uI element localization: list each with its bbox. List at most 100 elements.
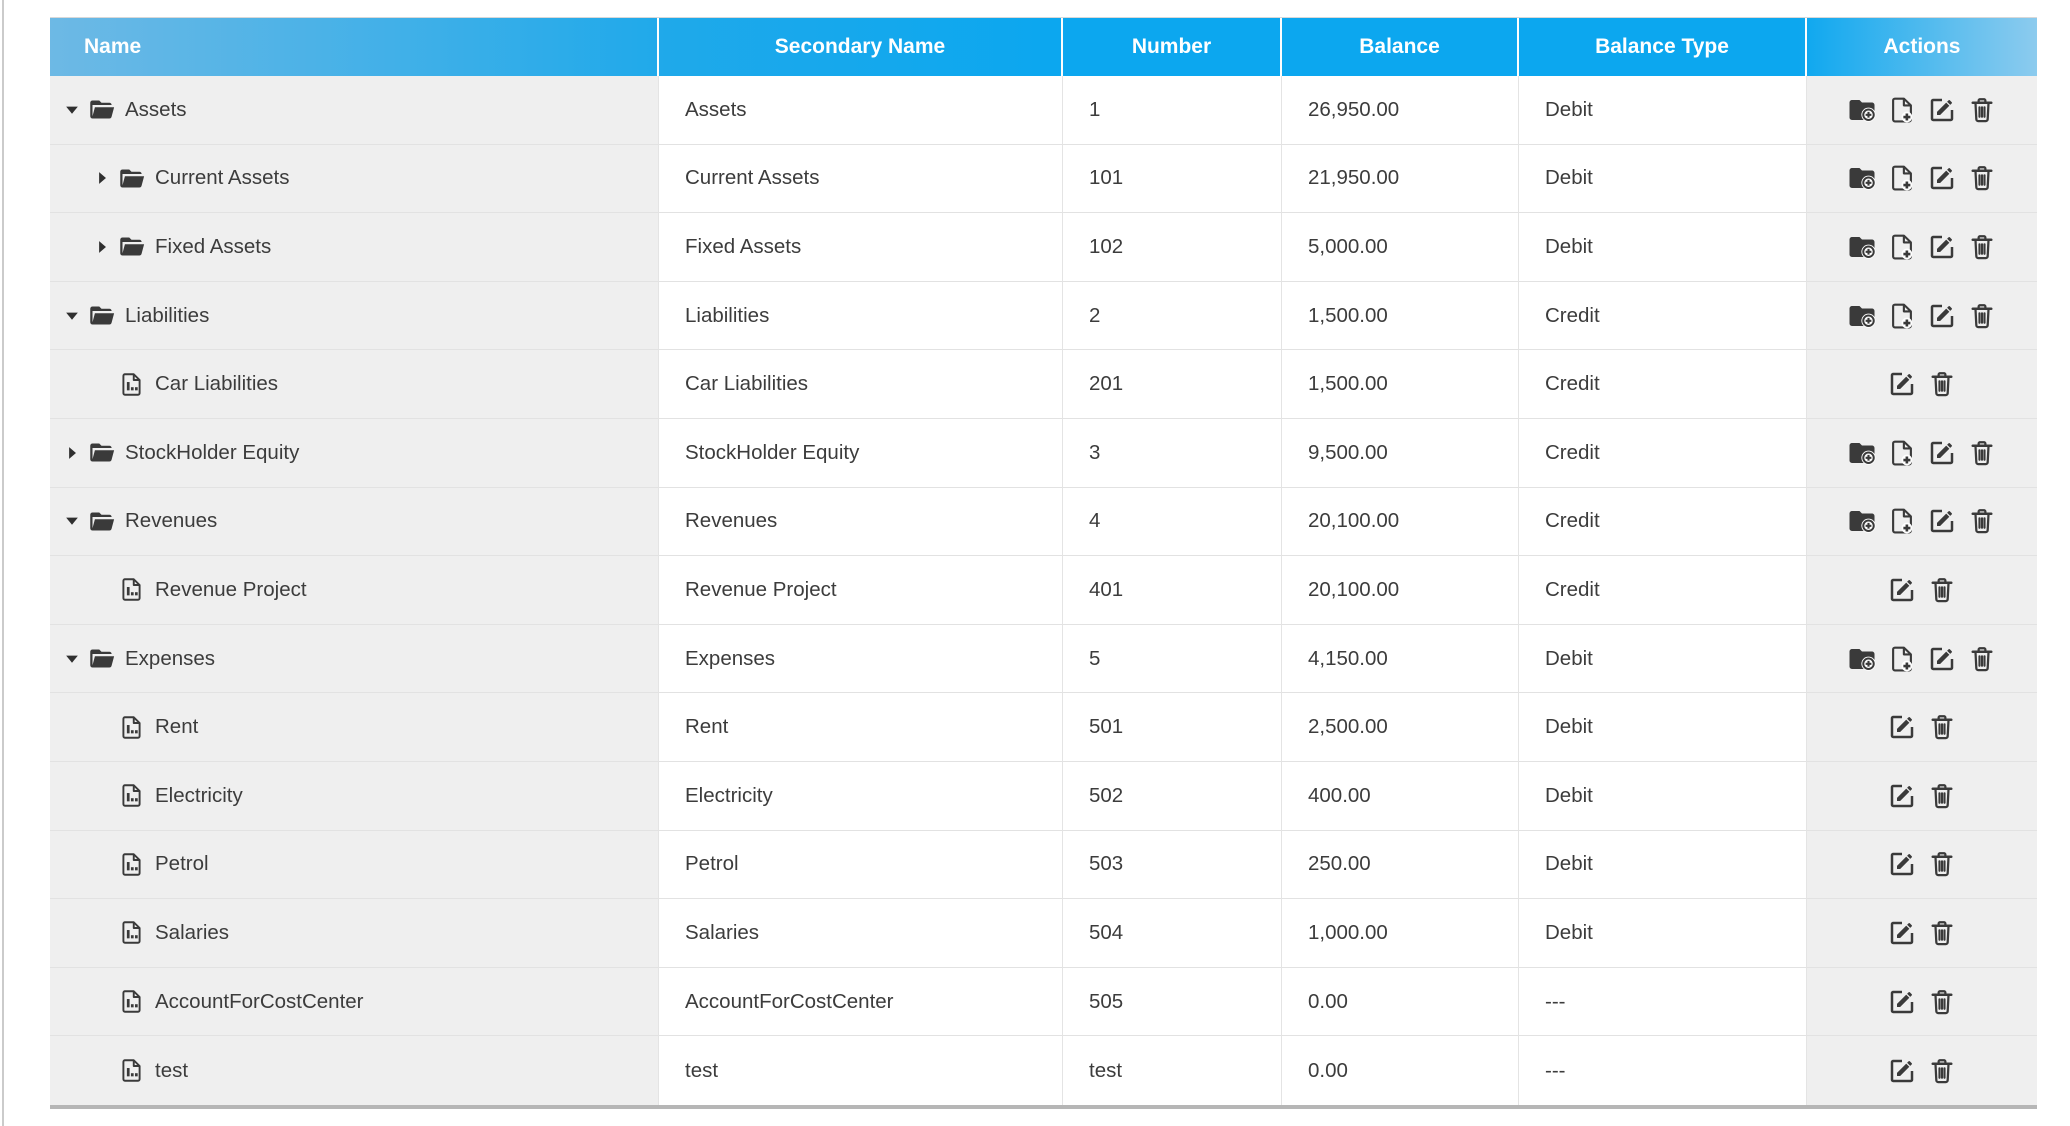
edit-icon[interactable] (1887, 987, 1917, 1017)
actions-cell (1807, 693, 2037, 762)
column-header-name[interactable]: Name (50, 18, 659, 76)
balance-cell: 26,950.00 (1282, 76, 1519, 145)
trash-icon[interactable] (1967, 232, 1997, 262)
trash-icon[interactable] (1967, 506, 1997, 536)
account-name: Rent (155, 715, 199, 739)
name-cell: test (50, 1036, 659, 1105)
balance-type-cell: --- (1519, 967, 1807, 1037)
trash-icon[interactable] (1967, 438, 1997, 468)
actions-cell (1807, 281, 2037, 351)
add-file-icon[interactable] (1887, 163, 1917, 193)
add-file-icon[interactable] (1887, 232, 1917, 262)
balance-type-cell: Debit (1519, 624, 1807, 694)
secondary-name-cell: AccountForCostCenter (659, 967, 1063, 1037)
add-file-icon[interactable] (1887, 438, 1917, 468)
open-folder-icon (87, 96, 115, 123)
caret-right-icon[interactable] (93, 235, 117, 259)
secondary-name-cell: Liabilities (659, 281, 1063, 351)
name-cell: Car Liabilities (50, 350, 659, 419)
name-cell: Liabilities (50, 281, 659, 351)
number-cell: 102 (1063, 213, 1282, 282)
add-folder-icon[interactable] (1847, 163, 1877, 193)
caret-spacer (93, 852, 117, 876)
balance-type-cell: Credit (1519, 556, 1807, 625)
edit-icon[interactable] (1927, 301, 1957, 331)
balance-type-cell: Debit (1519, 213, 1807, 282)
column-header-balance-type[interactable]: Balance Type (1519, 18, 1807, 76)
trash-icon[interactable] (1927, 369, 1957, 399)
add-folder-icon[interactable] (1847, 95, 1877, 125)
trash-icon[interactable] (1927, 918, 1957, 948)
trash-icon[interactable] (1927, 575, 1957, 605)
add-folder-icon[interactable] (1847, 438, 1877, 468)
trash-icon[interactable] (1967, 301, 1997, 331)
column-header-secondary-name[interactable]: Secondary Name (659, 18, 1063, 76)
trash-icon[interactable] (1967, 95, 1997, 125)
add-folder-icon[interactable] (1847, 301, 1877, 331)
add-file-icon[interactable] (1887, 301, 1917, 331)
edit-icon[interactable] (1927, 438, 1957, 468)
caret-down-icon[interactable] (63, 509, 87, 533)
trash-icon[interactable] (1967, 163, 1997, 193)
chart-file-icon (117, 782, 145, 809)
name-cell: Current Assets (50, 144, 659, 214)
name-cell: Rent (50, 693, 659, 762)
actions-cell (1807, 1036, 2037, 1105)
number-cell: 101 (1063, 144, 1282, 214)
edit-icon[interactable] (1927, 232, 1957, 262)
add-file-icon[interactable] (1887, 644, 1917, 674)
edit-icon[interactable] (1927, 644, 1957, 674)
number-cell: 502 (1063, 761, 1282, 831)
trash-icon[interactable] (1967, 644, 1997, 674)
trash-icon[interactable] (1927, 849, 1957, 879)
edit-icon[interactable] (1927, 163, 1957, 193)
edit-icon[interactable] (1927, 506, 1957, 536)
actions-cell (1807, 76, 2037, 145)
caret-right-icon[interactable] (63, 441, 87, 465)
column-header-number[interactable]: Number (1063, 18, 1282, 76)
trash-icon[interactable] (1927, 1056, 1957, 1086)
edit-icon[interactable] (1887, 1056, 1917, 1086)
caret-right-icon[interactable] (93, 166, 117, 190)
trash-icon[interactable] (1927, 712, 1957, 742)
edit-icon[interactable] (1887, 781, 1917, 811)
account-row: AccountForCostCenter AccountForCostCenter… (50, 967, 2037, 1037)
account-name: Liabilities (125, 303, 210, 327)
edit-icon[interactable] (1887, 918, 1917, 948)
actions-cell (1807, 144, 2037, 214)
page-left-border (2, 0, 4, 1126)
add-file-icon[interactable] (1887, 95, 1917, 125)
edit-icon[interactable] (1887, 849, 1917, 879)
secondary-name-cell: Car Liabilities (659, 350, 1063, 419)
open-folder-icon (117, 165, 145, 192)
trash-icon[interactable] (1927, 987, 1957, 1017)
caret-spacer (93, 372, 117, 396)
edit-icon[interactable] (1887, 369, 1917, 399)
add-folder-icon[interactable] (1847, 232, 1877, 262)
balance-cell: 1,500.00 (1282, 350, 1519, 419)
account-name: Petrol (155, 852, 209, 876)
trash-icon[interactable] (1927, 781, 1957, 811)
secondary-name-cell: test (659, 1036, 1063, 1105)
chart-file-icon (117, 1057, 145, 1084)
edit-icon[interactable] (1927, 95, 1957, 125)
account-name: Revenues (125, 509, 218, 533)
add-file-icon[interactable] (1887, 506, 1917, 536)
balance-type-cell: Debit (1519, 76, 1807, 145)
balance-cell: 21,950.00 (1282, 144, 1519, 214)
add-folder-icon[interactable] (1847, 506, 1877, 536)
column-header-balance[interactable]: Balance (1282, 18, 1519, 76)
caret-spacer (93, 921, 117, 945)
balance-cell: 5,000.00 (1282, 213, 1519, 282)
caret-down-icon[interactable] (63, 647, 87, 671)
caret-down-icon[interactable] (63, 304, 87, 328)
caret-down-icon[interactable] (63, 98, 87, 122)
add-folder-icon[interactable] (1847, 644, 1877, 674)
edit-icon[interactable] (1887, 712, 1917, 742)
number-cell: 504 (1063, 899, 1282, 968)
secondary-name-cell: Current Assets (659, 144, 1063, 214)
column-header-actions[interactable]: Actions (1883, 35, 1961, 58)
edit-icon[interactable] (1887, 575, 1917, 605)
table-header-row: Name Secondary Name Number Balance Balan… (50, 18, 2037, 76)
name-cell: Revenues (50, 487, 659, 557)
